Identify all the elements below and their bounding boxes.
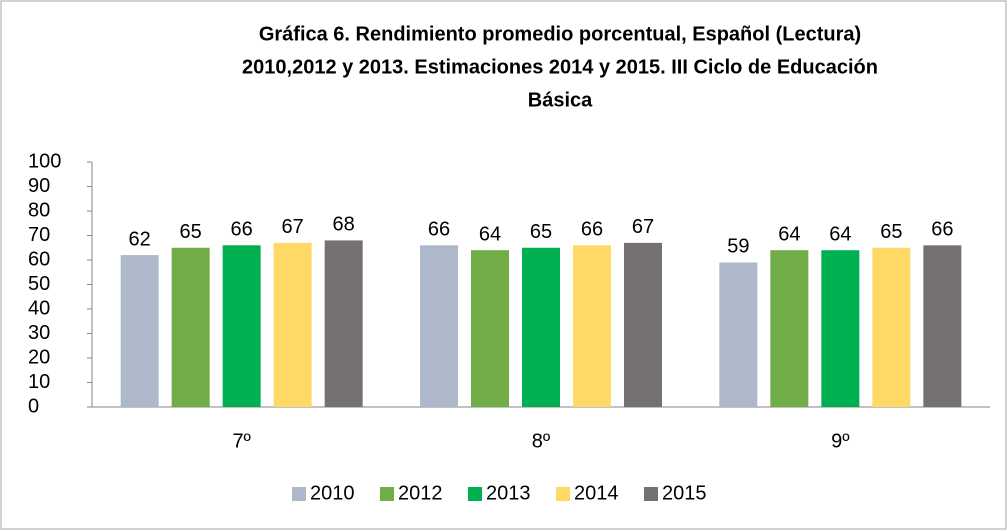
y-tick-label: 100 (28, 150, 61, 172)
chart-title: 2010,2012 y 2013. Estimaciones 2014 y 20… (242, 56, 878, 78)
bar (624, 242, 662, 407)
data-label: 62 (129, 228, 151, 250)
data-label: 66 (231, 219, 253, 241)
data-label: 64 (778, 223, 800, 245)
data-label: 68 (333, 214, 355, 236)
data-label: 65 (530, 221, 552, 243)
chart-title: Básica (528, 89, 593, 111)
data-label: 64 (479, 223, 501, 245)
y-tick-label: 60 (28, 248, 50, 270)
data-label: 66 (931, 219, 953, 241)
data-label: 66 (581, 219, 603, 241)
bar (222, 245, 261, 407)
legend-label: 2014 (574, 482, 619, 504)
x-tick-label: 8º (532, 430, 551, 452)
legend-swatch (644, 487, 658, 501)
y-tick-label: 90 (28, 175, 50, 197)
y-tick-label: 10 (28, 371, 50, 393)
bar (522, 247, 560, 407)
bar (770, 250, 809, 407)
data-label: 67 (632, 216, 654, 238)
legend-label: 2012 (398, 482, 443, 504)
bar (324, 240, 363, 407)
data-label: 67 (282, 216, 304, 238)
data-label: 65 (180, 221, 202, 243)
data-label: 64 (829, 223, 851, 245)
legend-swatch (556, 487, 570, 501)
legend-swatch (292, 487, 306, 501)
y-tick-label: 80 (28, 199, 50, 221)
data-label: 65 (880, 221, 902, 243)
y-tick-label: 50 (28, 273, 50, 295)
data-label: 66 (428, 219, 450, 241)
legend-label: 2010 (310, 482, 355, 504)
bar (120, 255, 159, 407)
x-tick-label: 7º (232, 430, 251, 452)
bar (872, 247, 911, 407)
data-label: 59 (727, 236, 749, 258)
legend-label: 2015 (662, 482, 707, 504)
bar (171, 247, 210, 407)
x-tick-label: 9º (831, 430, 850, 452)
bar (471, 250, 509, 407)
legend-swatch (380, 487, 394, 501)
y-tick-label: 30 (28, 322, 50, 344)
chart-title: Gráfica 6. Rendimiento promedio porcentu… (259, 23, 861, 45)
legend-label: 2013 (486, 482, 531, 504)
bar (719, 262, 758, 407)
bar (420, 245, 458, 407)
y-tick-label: 70 (28, 224, 50, 246)
y-tick-label: 0 (28, 395, 39, 417)
y-tick-label: 40 (28, 297, 50, 319)
legend-swatch (468, 487, 482, 501)
bar (573, 245, 611, 407)
bar (273, 242, 312, 407)
bar (821, 250, 860, 407)
y-tick-label: 20 (28, 346, 50, 368)
bar (923, 245, 962, 407)
